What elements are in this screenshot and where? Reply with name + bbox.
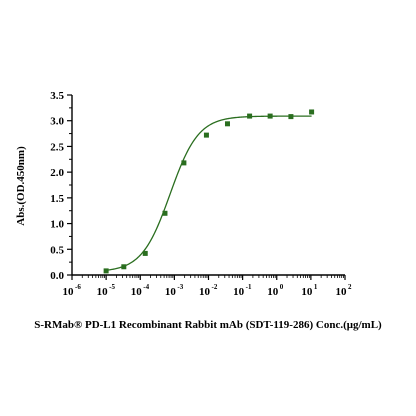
x-tick-label: 10 (336, 286, 348, 298)
x-tick-exponent: -1 (246, 283, 252, 291)
x-tick-label: 10 (301, 286, 313, 298)
x-tick-label: 10 (165, 286, 177, 298)
x-tick-exponent: -3 (177, 283, 183, 291)
data-point (142, 250, 148, 256)
data-point (309, 109, 315, 115)
data-points (103, 109, 315, 274)
y-tick-label: 2.5 (50, 141, 64, 153)
x-axis-label: S-RMab® PD-L1 Recombinant Rabbit mAb (SD… (34, 319, 382, 331)
y-tick-label: 0.0 (50, 270, 64, 282)
x-tick-label: 10 (233, 286, 245, 298)
y-axis-label: Abs.(OD.450nm) (15, 146, 27, 226)
data-point (121, 264, 127, 270)
x-tick-exponent: 1 (314, 283, 318, 291)
x-tick-label: 10 (267, 286, 279, 298)
data-point (203, 132, 209, 138)
x-tick-label: 10 (97, 286, 109, 298)
data-point (288, 114, 294, 120)
data-point (247, 113, 253, 119)
y-tick-label: 0.5 (50, 244, 64, 256)
x-tick-exponent: -2 (212, 283, 218, 291)
data-point (181, 160, 187, 166)
data-point (224, 121, 230, 127)
data-point (162, 210, 168, 216)
data-point (267, 113, 273, 119)
x-tick-label: 10 (131, 286, 143, 298)
x-tick-exponent: 2 (348, 283, 352, 291)
x-tick-exponent: -6 (75, 283, 81, 291)
x-tick-exponent: 0 (280, 283, 284, 291)
y-tick-label: 2.0 (50, 167, 64, 179)
y-tick-label: 3.0 (50, 116, 64, 128)
fit-curve (106, 115, 312, 271)
x-axis: 10 -6 10 -5 10 -4 10 -3 10 -2 10 -1 10 0 10 1 10 2 (63, 274, 352, 298)
data-point (103, 268, 109, 274)
y-tick-label: 1.0 (50, 219, 64, 231)
y-tick-label: 3.5 (50, 90, 64, 102)
x-tick-exponent: -5 (109, 283, 115, 291)
y-axis: 0.0 0.5 1.0 1.5 2.0 2.5 3.0 3.5 (50, 90, 73, 282)
y-tick-label: 1.5 (50, 193, 64, 205)
x-tick-label: 10 (63, 286, 75, 298)
x-tick-label: 10 (199, 286, 211, 298)
x-tick-exponent: -4 (143, 283, 149, 291)
